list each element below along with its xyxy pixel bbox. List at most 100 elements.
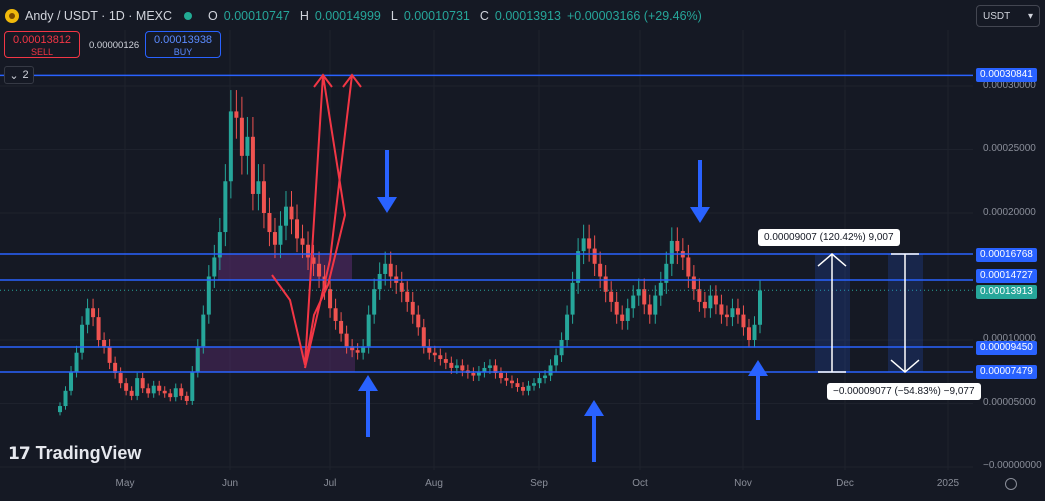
- candle-body: [658, 282, 663, 296]
- candle-body: [758, 290, 762, 325]
- ohlc-low-key: L: [390, 9, 398, 23]
- candle-body: [620, 314, 625, 321]
- sell-price: 0.00013812: [12, 34, 72, 46]
- candle-body: [636, 289, 641, 296]
- candle-body: [421, 327, 426, 347]
- x-tick-label: Sep: [530, 478, 548, 489]
- candle-body: [713, 295, 718, 305]
- candle-body: [157, 385, 162, 391]
- level-tag[interactable]: 0.00007479: [976, 365, 1037, 379]
- candle-body: [487, 365, 492, 368]
- candle-body: [361, 346, 366, 353]
- candle-body: [631, 295, 636, 309]
- candle-body: [162, 390, 167, 394]
- candle-body: [410, 301, 415, 315]
- tradingview-logo-icon: 𝟭𝟳: [8, 443, 31, 463]
- level-tag[interactable]: 0.00016768: [976, 248, 1037, 262]
- candle-body: [476, 371, 481, 376]
- level-tag[interactable]: 0.00030841: [976, 68, 1037, 82]
- x-tick-label: Aug: [425, 478, 443, 489]
- candle-body: [333, 308, 338, 321]
- candle-body: [746, 327, 751, 340]
- candle-body: [708, 295, 713, 309]
- red-arrow-head: [313, 73, 333, 88]
- candle-body: [69, 371, 74, 391]
- ohlc-low-value: 0.00010731: [403, 9, 470, 23]
- candle-body: [543, 375, 548, 379]
- candle-body: [300, 238, 305, 245]
- candle-body: [675, 240, 680, 252]
- candle-body: [520, 386, 525, 391]
- candle-body: [250, 136, 255, 194]
- candle-body: [454, 365, 459, 368]
- ohlc-close-key: C: [479, 9, 489, 23]
- level-tag[interactable]: 0.00009450: [976, 341, 1037, 355]
- indicators-toggle-button[interactable]: ⌄ 2: [4, 66, 34, 84]
- candle-body: [509, 380, 514, 384]
- candle-body: [565, 314, 570, 340]
- candle-body: [598, 263, 603, 277]
- buy-button[interactable]: 0.00013938 BUY: [145, 31, 221, 58]
- spread-value: 0.00000126: [89, 40, 140, 51]
- gear-icon[interactable]: [1005, 478, 1017, 490]
- candle-body: [537, 378, 542, 384]
- candle-body: [697, 289, 702, 302]
- candle-body: [85, 308, 90, 325]
- candle-body: [515, 383, 520, 387]
- blue-arrow-up: [748, 360, 768, 376]
- candle-body: [427, 346, 432, 353]
- candle-body: [102, 340, 107, 347]
- candle-body: [289, 206, 294, 220]
- candle-body: [151, 385, 156, 394]
- candle-body: [532, 383, 537, 386]
- x-tick-label: Jun: [221, 478, 239, 489]
- y-tick-label: 0.00025000: [983, 143, 1036, 154]
- candle-body: [741, 314, 746, 328]
- candle-body: [377, 273, 382, 290]
- ohlc-open-key: O: [208, 9, 218, 23]
- sell-button[interactable]: 0.00013812 SELL: [4, 31, 80, 58]
- candle-body: [702, 301, 707, 309]
- symbol-title[interactable]: Andy / USDT · 1D · MEXC: [25, 9, 173, 23]
- chevron-down-icon: ⌄: [9, 69, 19, 82]
- currency-select[interactable]: USDT ▾: [976, 5, 1040, 27]
- measure-down-arrowhead: [890, 359, 920, 374]
- candle-body: [107, 346, 112, 363]
- ohlc-open-value: 0.00010747: [223, 9, 290, 23]
- candle-body: [416, 314, 421, 328]
- y-tick-label: 0.00010000: [983, 333, 1036, 344]
- measure-up-label: 0.00009007 (120.42%) 9,007: [758, 229, 900, 246]
- candle-body: [372, 289, 377, 315]
- candle-body: [653, 295, 658, 315]
- candle-body: [587, 238, 592, 249]
- ohlc-close-value: 0.00013913: [494, 9, 561, 23]
- blue-arrow-down: [377, 197, 397, 213]
- candle-body: [526, 385, 531, 391]
- sell-label: SELL: [30, 47, 54, 57]
- candle-body: [724, 314, 729, 318]
- candle-body: [625, 308, 630, 321]
- candle-body: [91, 308, 96, 318]
- candle-body: [482, 367, 487, 372]
- candle-body: [686, 257, 691, 277]
- tradingview-logo: 𝟭𝟳 TradingView: [8, 443, 141, 464]
- candle-body: [146, 388, 151, 394]
- ohlc-high-key: H: [299, 9, 309, 23]
- candle-body: [234, 111, 239, 118]
- level-tag[interactable]: 0.00014727: [976, 269, 1037, 283]
- candle-body: [669, 240, 674, 264]
- candle-body: [570, 282, 575, 315]
- ohlc-change: +0.00003166 (+29.46%): [566, 9, 702, 23]
- x-tick-label: Jul: [323, 478, 337, 489]
- candle-body: [603, 276, 608, 292]
- blue-arrow-down: [690, 207, 710, 223]
- candle-body: [752, 324, 757, 340]
- candle-body: [80, 324, 85, 353]
- candle-body: [719, 304, 724, 315]
- candle-body: [647, 304, 652, 315]
- current-price-tag[interactable]: 0.00013913: [976, 285, 1037, 299]
- candle-body: [443, 359, 448, 363]
- candle-body: [328, 289, 333, 309]
